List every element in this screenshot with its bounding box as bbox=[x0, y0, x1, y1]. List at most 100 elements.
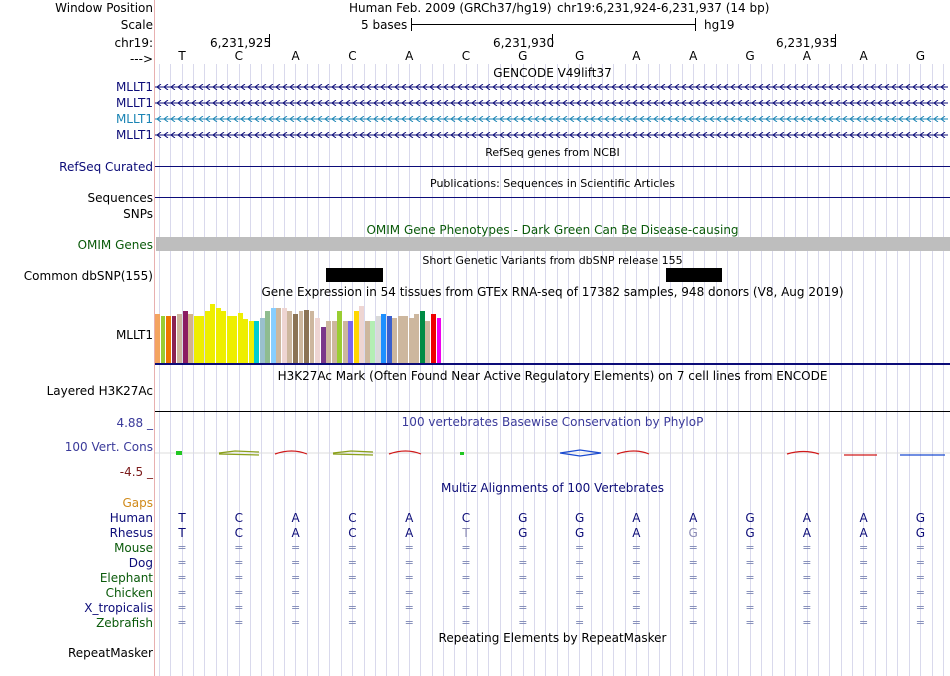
label-gtex-gene[interactable]: MLLT1 bbox=[115, 328, 153, 342]
alignment-match: = bbox=[404, 601, 414, 614]
gtex-tissue-bar[interactable] bbox=[160, 315, 166, 363]
gene-label-3[interactable]: MLLT1 bbox=[115, 112, 153, 126]
gtex-tissue-bar[interactable] bbox=[281, 308, 287, 363]
gtex-tissue-bar[interactable] bbox=[188, 313, 194, 363]
gtex-tissue-bar[interactable] bbox=[248, 321, 254, 363]
gtex-tissue-bar[interactable] bbox=[265, 311, 271, 363]
label-omim-genes[interactable]: OMIM Genes bbox=[77, 238, 153, 252]
omim-gene-bar[interactable] bbox=[156, 237, 950, 251]
species-label[interactable]: Chicken bbox=[105, 586, 153, 600]
gene-label-1[interactable]: MLLT1 bbox=[115, 80, 153, 94]
alignment-match: = bbox=[745, 616, 755, 629]
gtex-tissue-bar[interactable] bbox=[232, 315, 238, 363]
phylop-plot[interactable] bbox=[155, 0, 950, 676]
gtex-tissue-bar[interactable] bbox=[342, 320, 348, 363]
gtex-tissue-bar[interactable] bbox=[304, 310, 309, 363]
gtex-tissue-bar[interactable] bbox=[221, 311, 227, 363]
gtex-tissue-bar[interactable] bbox=[309, 311, 315, 363]
gtex-tissue-bar[interactable] bbox=[237, 312, 243, 363]
gtex-tissue-bar[interactable] bbox=[397, 315, 403, 363]
gtex-tissue-bar[interactable] bbox=[414, 313, 420, 363]
gtex-tissue-bar[interactable] bbox=[381, 313, 387, 363]
alignment-match: = bbox=[745, 586, 755, 599]
gtex-tissue-bar[interactable] bbox=[331, 320, 337, 363]
gene-model[interactable] bbox=[155, 84, 948, 90]
gtex-tissue-bar[interactable] bbox=[386, 315, 392, 363]
label-scale[interactable]: Scale bbox=[120, 18, 153, 32]
gtex-bar-chart[interactable] bbox=[155, 300, 950, 363]
label-chrom[interactable]: chr19: bbox=[114, 36, 153, 50]
gtex-tissue-bar[interactable] bbox=[403, 315, 409, 363]
grid-line bbox=[579, 64, 581, 676]
gtex-tissue-bar[interactable] bbox=[155, 313, 160, 363]
gtex-tissue-bar[interactable] bbox=[204, 311, 210, 363]
label-snps[interactable]: SNPs bbox=[123, 207, 153, 221]
gtex-tissue-bar[interactable] bbox=[243, 318, 249, 363]
gtex-tissue-bar[interactable] bbox=[370, 320, 376, 363]
track-image[interactable]: Human Feb. 2009 (GRCh37/hg19) chr19:6,23… bbox=[155, 0, 950, 676]
gtex-tissue-bar[interactable] bbox=[166, 315, 171, 363]
species-label[interactable]: Dog bbox=[128, 556, 153, 570]
alignment-match: = bbox=[290, 571, 301, 584]
gtex-tissue-bar[interactable] bbox=[337, 311, 343, 363]
gene-model[interactable] bbox=[155, 132, 948, 138]
alignment-match: = bbox=[802, 556, 812, 569]
gene-label-2[interactable]: MLLT1 bbox=[115, 96, 153, 110]
gtex-tissue-bar[interactable] bbox=[425, 320, 431, 363]
gene-model[interactable] bbox=[155, 116, 948, 122]
gtex-tissue-bar[interactable] bbox=[182, 311, 188, 363]
label-layered-h3k27ac[interactable]: Layered H3K27Ac bbox=[46, 384, 153, 398]
species-label[interactable]: Human bbox=[109, 511, 153, 525]
gtex-tissue-bar[interactable] bbox=[359, 306, 365, 363]
species-label[interactable]: Mouse bbox=[114, 541, 153, 555]
label-refseq[interactable]: RefSeq Curated bbox=[59, 160, 153, 174]
gtex-tissue-bar[interactable] bbox=[287, 311, 293, 363]
gene-label-4[interactable]: MLLT1 bbox=[115, 128, 153, 142]
gtex-tissue-bar[interactable] bbox=[171, 315, 177, 363]
label-gaps[interactable]: Gaps bbox=[122, 496, 153, 510]
species-label[interactable]: Zebrafish bbox=[96, 616, 153, 630]
gene-model[interactable] bbox=[155, 100, 948, 106]
dbsnp-variant-1[interactable] bbox=[326, 268, 383, 282]
gtex-tissue-bar[interactable] bbox=[353, 311, 359, 363]
species-label[interactable]: X_tropicalis bbox=[84, 601, 153, 615]
gtex-tissue-bar[interactable] bbox=[193, 315, 199, 363]
label-strand-arrow[interactable]: ---> bbox=[129, 52, 153, 66]
gtex-tissue-bar[interactable] bbox=[215, 308, 221, 363]
gtex-tissue-bar[interactable] bbox=[436, 317, 442, 363]
alignment-match: = bbox=[234, 571, 244, 584]
gtex-tissue-bar[interactable] bbox=[210, 303, 216, 363]
gtex-tissue-bar[interactable] bbox=[270, 308, 276, 363]
gtex-tissue-bar[interactable] bbox=[408, 317, 414, 363]
gtex-tissue-bar[interactable] bbox=[326, 320, 332, 363]
gtex-tissue-bar[interactable] bbox=[392, 317, 398, 363]
dbsnp-variant-2[interactable] bbox=[666, 268, 722, 282]
gtex-tissue-bar[interactable] bbox=[177, 313, 182, 363]
grid-line bbox=[465, 64, 467, 676]
label-common-dbsnp[interactable]: Common dbSNP(155) bbox=[23, 269, 153, 283]
label-cons-name[interactable]: 100 Vert. Cons bbox=[64, 440, 153, 454]
species-label[interactable]: Elephant bbox=[99, 571, 153, 585]
gtex-tissue-bar[interactable] bbox=[375, 315, 381, 363]
gtex-tissue-bar[interactable] bbox=[199, 315, 205, 363]
label-sequences[interactable]: Sequences bbox=[87, 191, 153, 205]
gtex-tissue-bar[interactable] bbox=[276, 308, 282, 363]
gtex-tissue-bar[interactable] bbox=[298, 311, 304, 363]
gtex-tissue-bar[interactable] bbox=[315, 317, 320, 363]
gtex-tissue-bar[interactable] bbox=[431, 313, 436, 363]
label-repeatmasker[interactable]: RepeatMasker bbox=[67, 646, 153, 660]
species-label[interactable]: Rhesus bbox=[109, 526, 153, 540]
alignment-match: = bbox=[461, 586, 471, 599]
gtex-tissue-bar[interactable] bbox=[320, 327, 326, 363]
gtex-tissue-bar[interactable] bbox=[419, 311, 425, 363]
gtex-tissue-bar[interactable] bbox=[254, 320, 260, 363]
gtex-tissue-bar[interactable] bbox=[293, 313, 298, 363]
refseq-gene-line[interactable] bbox=[155, 166, 950, 167]
gtex-tissue-bar[interactable] bbox=[259, 317, 265, 363]
gtex-tissue-bar[interactable] bbox=[364, 320, 370, 363]
gtex-tissue-bar[interactable] bbox=[348, 320, 354, 363]
label-window-position[interactable]: Window Position bbox=[55, 1, 153, 15]
publications-line[interactable] bbox=[155, 197, 950, 198]
alignment-base: G bbox=[915, 511, 926, 525]
gtex-tissue-bar[interactable] bbox=[226, 315, 232, 363]
